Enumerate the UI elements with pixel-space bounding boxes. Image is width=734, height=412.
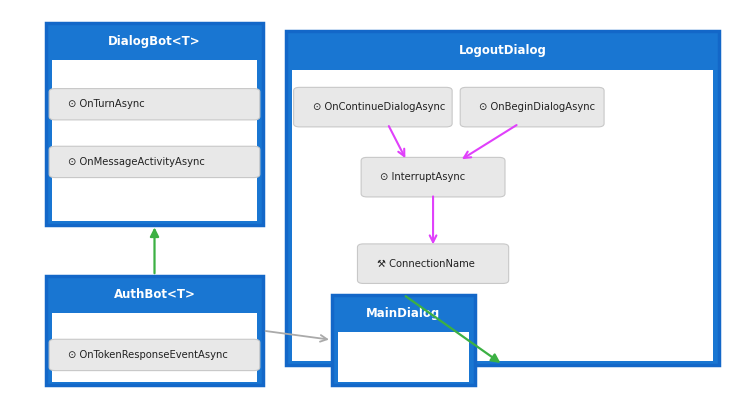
FancyBboxPatch shape (49, 89, 260, 120)
FancyBboxPatch shape (338, 332, 469, 382)
Text: ⚒ ConnectionName: ⚒ ConnectionName (377, 259, 474, 269)
FancyBboxPatch shape (357, 244, 509, 283)
FancyBboxPatch shape (292, 70, 713, 361)
Text: ⊙ OnContinueDialogAsync: ⊙ OnContinueDialogAsync (313, 102, 445, 112)
FancyBboxPatch shape (46, 23, 263, 225)
FancyBboxPatch shape (49, 339, 260, 371)
Text: ⊙ OnTurnAsync: ⊙ OnTurnAsync (68, 99, 145, 109)
Text: ⊙ OnMessageActivityAsync: ⊙ OnMessageActivityAsync (68, 157, 205, 167)
FancyBboxPatch shape (49, 146, 260, 178)
FancyBboxPatch shape (52, 60, 257, 221)
Text: ⊙ OnTokenResponseEventAsync: ⊙ OnTokenResponseEventAsync (68, 350, 228, 360)
Text: MainDialog: MainDialog (366, 307, 440, 320)
Text: LogoutDialog: LogoutDialog (459, 44, 547, 57)
Text: ⊙ OnBeginDialogAsync: ⊙ OnBeginDialogAsync (479, 102, 595, 112)
FancyBboxPatch shape (46, 276, 263, 385)
FancyBboxPatch shape (286, 31, 719, 365)
Text: DialogBot<T>: DialogBot<T> (108, 35, 201, 48)
FancyBboxPatch shape (52, 313, 257, 382)
Text: AuthBot<T>: AuthBot<T> (114, 288, 195, 301)
FancyBboxPatch shape (332, 295, 475, 385)
FancyBboxPatch shape (361, 157, 505, 197)
FancyBboxPatch shape (294, 87, 452, 127)
FancyBboxPatch shape (460, 87, 604, 127)
Text: ⊙ InterruptAsync: ⊙ InterruptAsync (380, 172, 465, 182)
